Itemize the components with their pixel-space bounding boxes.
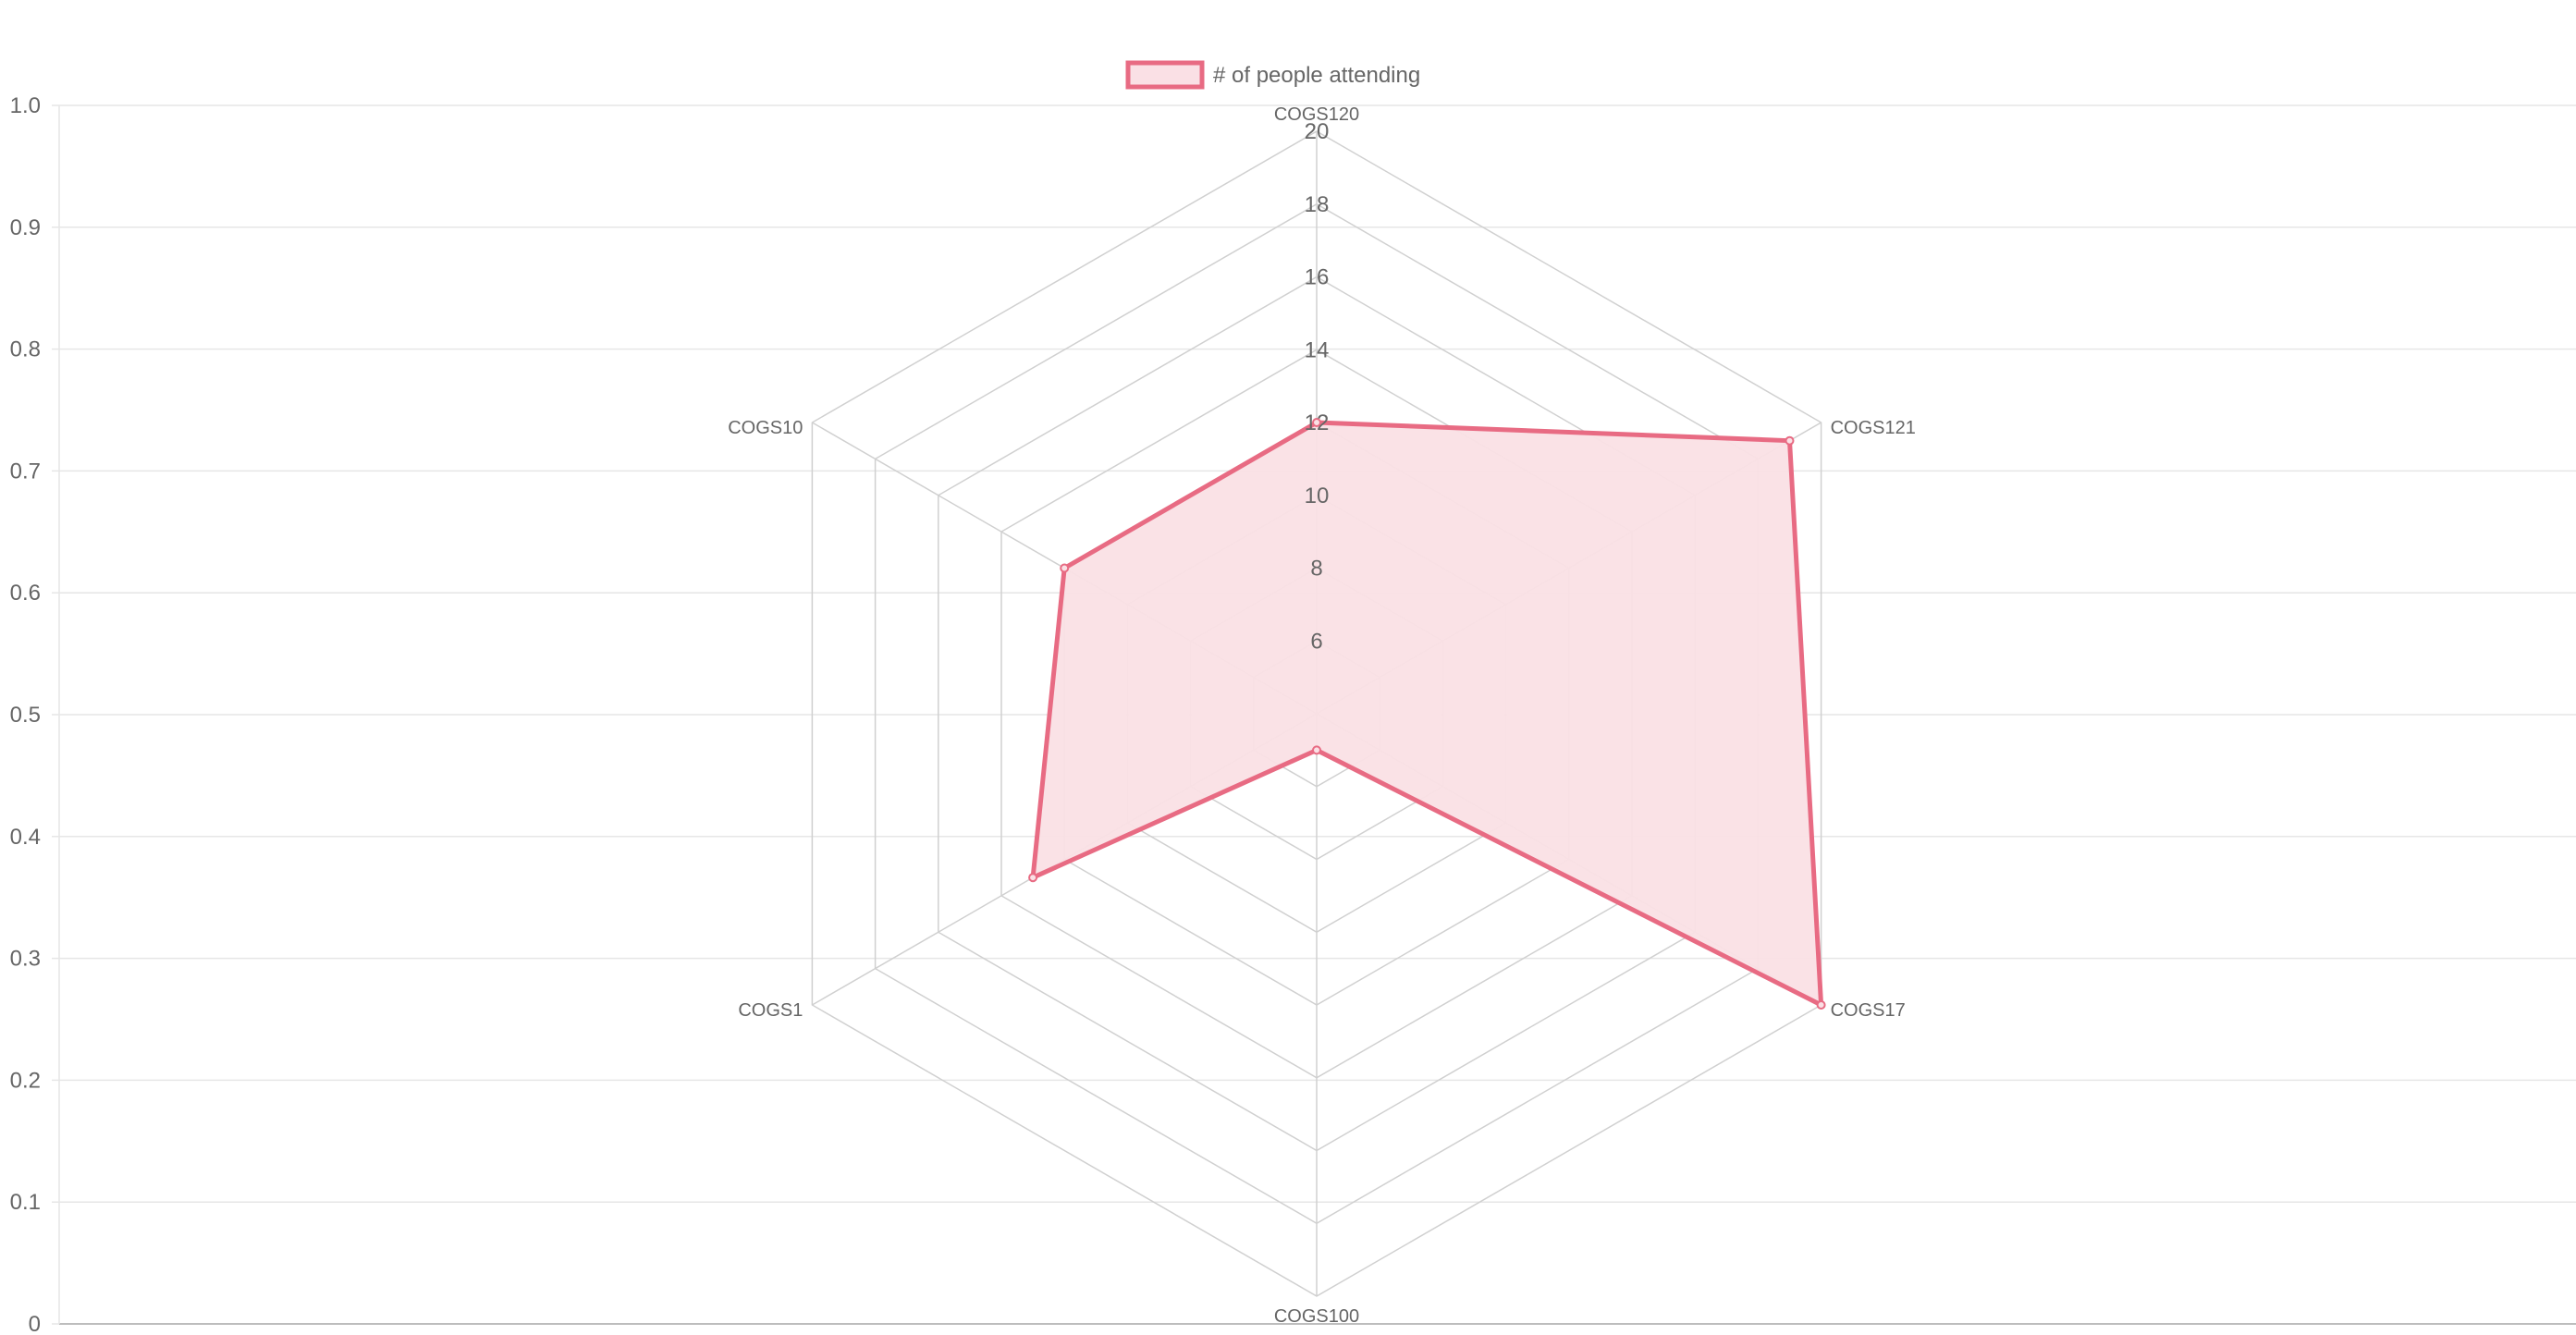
radial-tick-label: 6 — [1310, 629, 1322, 654]
y-tick-label: 1.0 — [10, 93, 41, 118]
radar-data-point[interactable] — [1312, 418, 1321, 427]
point-labels: COGS120 COGS121 COGS17 COGS100 COGS1 COGS10 — [728, 104, 1916, 1327]
y-tick-label: 0.3 — [10, 947, 41, 972]
radial-tick-label: 14 — [1305, 337, 1330, 362]
point-label: COGS1 — [738, 1000, 803, 1021]
y-tick-label: 0 — [29, 1312, 41, 1335]
radial-tick-label: 16 — [1305, 265, 1330, 290]
radial-tick-label: 12 — [1305, 410, 1330, 435]
y-tick-label: 0.1 — [10, 1190, 41, 1215]
y-tick-label: 0.4 — [10, 825, 41, 850]
radar-series-polygon — [1030, 420, 1824, 1008]
radar-data-point[interactable] — [1028, 873, 1038, 883]
radar-data-point[interactable] — [1785, 435, 1795, 446]
point-label: COGS121 — [1831, 418, 1916, 438]
y-axis-tick-labels: 0 0.1 0.2 0.3 0.4 0.5 0.6 0.7 0.8 0.9 1.0 — [10, 93, 41, 1335]
point-label: COGS17 — [1831, 1000, 1906, 1021]
point-label: COGS120 — [1274, 104, 1359, 125]
y-tick-label: 0.9 — [10, 215, 41, 240]
y-tick-label: 0.7 — [10, 459, 41, 484]
legend[interactable]: # of people attending — [1125, 60, 1420, 90]
radial-tick-labels: 6 8 10 12 14 16 18 20 — [1305, 119, 1330, 654]
point-label: COGS10 — [728, 418, 803, 438]
radial-tick-label: 8 — [1310, 557, 1322, 582]
radar-series-area — [1028, 418, 1826, 1010]
radial-tick-label: 20 — [1305, 119, 1330, 144]
radar-data-point[interactable] — [1816, 1000, 1826, 1010]
y-tick-label: 0.5 — [10, 703, 41, 728]
radial-tick-label: 18 — [1305, 192, 1330, 217]
legend-swatch[interactable] — [1125, 60, 1205, 90]
radar-data-point[interactable] — [1060, 563, 1070, 573]
legend-label[interactable]: # of people attending — [1213, 63, 1420, 88]
radar-data-point[interactable] — [1312, 745, 1321, 755]
y-tick-label: 0.2 — [10, 1068, 41, 1093]
point-label: COGS100 — [1274, 1306, 1359, 1327]
y-tick-label: 0.8 — [10, 337, 41, 362]
radial-tick-label: 10 — [1305, 484, 1330, 508]
y-tick-label: 0.6 — [10, 581, 41, 606]
